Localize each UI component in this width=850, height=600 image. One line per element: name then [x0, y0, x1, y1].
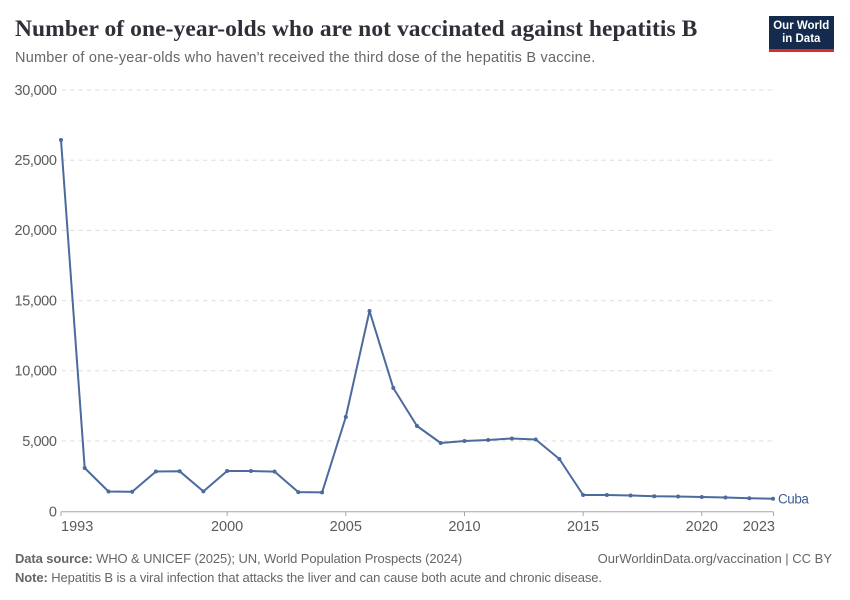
svg-text:10,000: 10,000: [15, 364, 57, 380]
svg-text:2015: 2015: [567, 519, 599, 535]
svg-text:20,000: 20,000: [15, 223, 57, 239]
svg-text:2023: 2023: [743, 519, 775, 535]
svg-text:2000: 2000: [211, 519, 243, 535]
svg-text:30,000: 30,000: [15, 83, 57, 99]
svg-text:25,000: 25,000: [15, 153, 57, 169]
svg-text:1993: 1993: [61, 519, 93, 535]
svg-text:2005: 2005: [330, 519, 362, 535]
svg-text:5,000: 5,000: [22, 434, 57, 450]
svg-text:15,000: 15,000: [15, 293, 57, 309]
svg-text:Cuba: Cuba: [778, 492, 809, 507]
svg-text:2020: 2020: [686, 519, 718, 535]
svg-text:2010: 2010: [448, 519, 480, 535]
svg-text:0: 0: [49, 505, 57, 521]
